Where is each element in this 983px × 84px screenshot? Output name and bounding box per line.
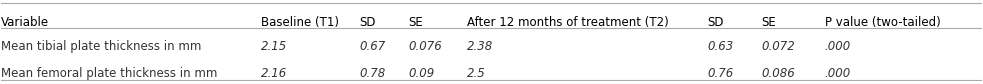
Text: 0.09: 0.09	[408, 67, 434, 80]
Text: 0.76: 0.76	[707, 67, 733, 80]
Text: 0.076: 0.076	[408, 40, 442, 53]
Text: P value (two-tailed): P value (two-tailed)	[825, 16, 941, 29]
Text: SD: SD	[707, 16, 723, 29]
Text: .000: .000	[825, 40, 851, 53]
Text: After 12 months of treatment (T2): After 12 months of treatment (T2)	[467, 16, 668, 29]
Text: Mean tibial plate thickness in mm: Mean tibial plate thickness in mm	[1, 40, 202, 53]
Text: Variable: Variable	[1, 16, 49, 29]
Text: Baseline (T1): Baseline (T1)	[261, 16, 339, 29]
Text: 0.67: 0.67	[359, 40, 385, 53]
Text: 0.072: 0.072	[761, 40, 795, 53]
Text: 2.38: 2.38	[467, 40, 493, 53]
Text: 2.15: 2.15	[261, 40, 287, 53]
Text: 2.16: 2.16	[261, 67, 287, 80]
Text: SE: SE	[761, 16, 776, 29]
Text: 0.086: 0.086	[761, 67, 795, 80]
Text: 2.5: 2.5	[467, 67, 486, 80]
Text: 0.78: 0.78	[359, 67, 385, 80]
Text: 0.63: 0.63	[707, 40, 733, 53]
Text: .000: .000	[825, 67, 851, 80]
Text: SE: SE	[408, 16, 423, 29]
Text: Mean femoral plate thickness in mm: Mean femoral plate thickness in mm	[1, 67, 218, 80]
Text: SD: SD	[359, 16, 376, 29]
